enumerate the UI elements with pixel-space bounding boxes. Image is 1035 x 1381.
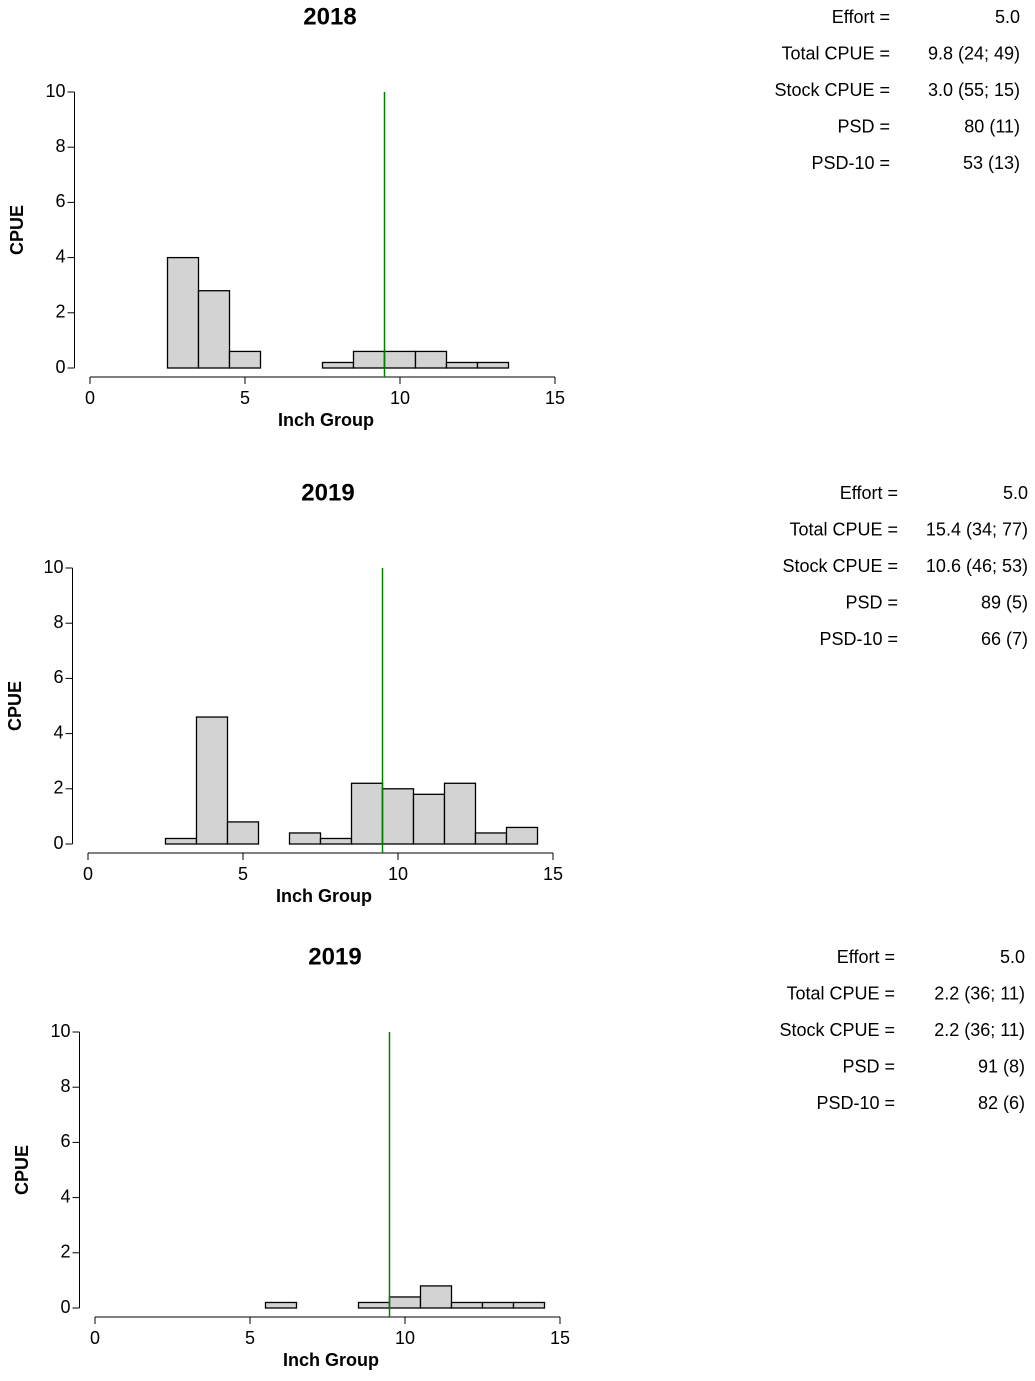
x-tick-label: 15 (550, 1328, 570, 1348)
y-tick-label: 0 (53, 833, 63, 853)
bar (350, 782, 384, 845)
y-tick-label: 2 (53, 778, 63, 798)
y-tick-label: 10 (45, 81, 65, 101)
x-tick-label: 15 (545, 388, 565, 408)
stat-value: 82 (6) (978, 1093, 1025, 1113)
bar (321, 361, 355, 369)
stat-label: Effort = (837, 947, 895, 967)
y-tick-label: 4 (55, 246, 65, 266)
bar (381, 788, 415, 845)
chart-title: 2018 (303, 3, 356, 30)
x-tick-label: 5 (240, 388, 250, 408)
y-axis-label: CPUE (5, 681, 25, 731)
x-tick-label: 0 (90, 1328, 100, 1348)
bar (226, 821, 260, 845)
stat-value: 10.6 (46; 53) (926, 556, 1028, 576)
stat-value: 2.2 (36; 11) (934, 1020, 1025, 1040)
bar (388, 1296, 422, 1309)
stat-label: Stock CPUE = (779, 1020, 895, 1040)
bar (419, 1285, 453, 1309)
y-tick-label: 10 (43, 557, 63, 577)
chart-title: 2019 (308, 943, 361, 970)
y-tick-label: 10 (50, 1021, 70, 1041)
x-tick-label: 0 (83, 864, 93, 884)
bar (481, 1301, 515, 1309)
stat-label: Effort = (840, 483, 898, 503)
y-tick-label: 6 (53, 667, 63, 687)
stat-label: PSD-10 = (819, 629, 898, 649)
bar (352, 350, 386, 369)
y-tick-label: 6 (60, 1131, 70, 1151)
x-axis-label: Inch Group (283, 1350, 379, 1370)
bar (164, 837, 198, 845)
bar (450, 1301, 484, 1309)
bar (412, 793, 446, 845)
stat-value: 9.8 (24; 49) (928, 43, 1020, 63)
bar (228, 350, 262, 369)
y-tick-label: 6 (55, 191, 65, 211)
stat-value: 5.0 (995, 7, 1020, 27)
x-axis-label: Inch Group (276, 886, 372, 906)
stat-label: Stock CPUE = (782, 556, 898, 576)
stat-value: 53 (13) (963, 153, 1020, 173)
bar (443, 782, 477, 845)
bar (195, 716, 229, 845)
stat-label: Total CPUE = (781, 43, 890, 63)
x-tick-label: 0 (85, 388, 95, 408)
bar (414, 350, 448, 369)
bar (445, 361, 479, 369)
stat-value: 91 (8) (978, 1056, 1025, 1076)
y-axis-label: CPUE (12, 1145, 32, 1195)
y-tick-label: 8 (53, 612, 63, 632)
bar (512, 1301, 546, 1309)
bar (288, 832, 322, 845)
y-tick-label: 8 (55, 136, 65, 156)
x-tick-label: 5 (245, 1328, 255, 1348)
y-tick-label: 0 (55, 357, 65, 377)
bar (383, 350, 417, 369)
stat-label: Total CPUE = (786, 983, 895, 1003)
stat-value: 15.4 (34; 77) (926, 519, 1028, 539)
y-tick-label: 8 (60, 1076, 70, 1096)
bar (474, 832, 508, 845)
x-tick-label: 10 (388, 864, 408, 884)
x-tick-label: 15 (543, 864, 563, 884)
stat-label: Effort = (832, 7, 890, 27)
bar (264, 1301, 298, 1309)
stat-value: 2.2 (36; 11) (934, 983, 1025, 1003)
stat-value: 89 (5) (981, 592, 1028, 612)
x-tick-label: 5 (238, 864, 248, 884)
y-axis-label: CPUE (7, 205, 27, 255)
bar (476, 361, 510, 369)
stat-label: PSD = (845, 592, 898, 612)
y-tick-label: 4 (53, 722, 63, 742)
stat-label: PSD-10 = (816, 1093, 895, 1113)
x-tick-label: 10 (390, 388, 410, 408)
y-tick-label: 4 (60, 1186, 70, 1206)
bar (319, 837, 353, 845)
stat-value: 66 (7) (981, 629, 1028, 649)
stat-label: Total CPUE = (789, 519, 898, 539)
bar (505, 826, 539, 845)
stat-value: 5.0 (1000, 947, 1025, 967)
stat-label: PSD-10 = (811, 153, 890, 173)
y-tick-label: 2 (55, 302, 65, 322)
x-tick-label: 10 (395, 1328, 415, 1348)
stat-value: 80 (11) (964, 116, 1020, 136)
bar (166, 256, 200, 369)
stat-label: PSD = (842, 1056, 895, 1076)
bar (197, 290, 231, 369)
stat-value: 5.0 (1003, 483, 1028, 503)
bar (357, 1301, 391, 1309)
stat-label: PSD = (837, 116, 890, 136)
x-axis-label: Inch Group (278, 410, 374, 430)
y-tick-label: 0 (60, 1297, 70, 1317)
chart-title: 2019 (301, 479, 354, 506)
stat-value: 3.0 (55; 15) (928, 80, 1020, 100)
stat-label: Stock CPUE = (774, 80, 890, 100)
y-tick-label: 2 (60, 1242, 70, 1262)
